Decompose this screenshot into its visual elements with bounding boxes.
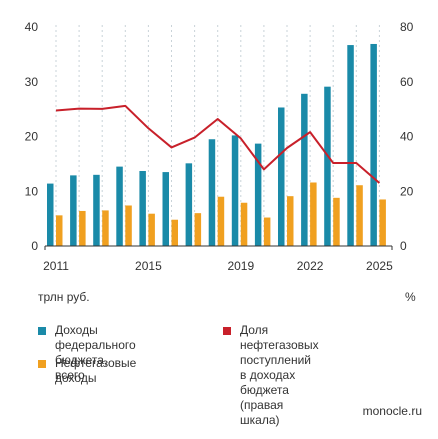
bar-total-2023	[324, 86, 331, 247]
bar-oilgas-2021	[287, 196, 294, 246]
legend-item-oil-gas-share: Доля нефтегазовых поступлений в доходах …	[223, 323, 319, 428]
bar-total-2012	[70, 175, 77, 246]
bar-total-2011	[47, 183, 54, 246]
legend-label-oil-gas-revenue: Нефтегазовые доходы	[55, 356, 137, 385]
bar-oilgas-2022	[310, 182, 317, 246]
left-axis-unit: трлн руб.	[38, 290, 90, 304]
right-axis-tick-60: 60	[400, 75, 414, 89]
bar-oilgas-2019	[240, 202, 248, 246]
legend-swatch-oil-gas-share	[223, 327, 231, 335]
legend-item-oil-gas-revenue: Нефтегазовые доходы	[38, 356, 136, 386]
bar-oilgas-2020	[263, 217, 271, 246]
bar-total-2015	[139, 170, 146, 246]
bar-total-2019	[231, 135, 239, 246]
bar-total-2014	[116, 166, 123, 246]
bar-total-2021	[278, 107, 285, 246]
x-axis-tick-2025: 2025	[366, 259, 393, 273]
legend-label-total-revenue: Доходы федерального бюджета, всего	[55, 323, 136, 382]
left-axis-tick-0: 0	[31, 239, 38, 253]
bar-total-2025	[370, 43, 377, 246]
bar-oilgas-2024	[356, 185, 363, 246]
line-oilgas-share	[55, 104, 381, 184]
bar-oilgas-2015	[148, 213, 155, 246]
grid	[55, 25, 380, 246]
bars	[47, 43, 386, 247]
bar-total-2018	[208, 139, 216, 246]
bar-oilgas-2013	[102, 210, 109, 246]
share-line	[55, 104, 381, 184]
bar-oilgas-2014	[125, 205, 132, 246]
left-axis-tick-20: 20	[25, 130, 39, 144]
left-axis-tick-30: 30	[25, 75, 39, 89]
left-axis-tick-10: 10	[25, 184, 39, 198]
bar-oilgas-2023	[333, 197, 340, 246]
x-axis-tick-2022: 2022	[297, 259, 324, 273]
legend-label-oil-gas-share: Доля нефтегазовых поступлений в доходах …	[240, 323, 319, 427]
bar-oilgas-2017	[194, 213, 202, 246]
tick-labels: 0 10 20 30 40 0 20 40 60 80 2011 2015 2019 2022 2025	[25, 20, 414, 273]
right-axis-tick-40: 40	[400, 130, 414, 144]
x-axis-tick-2011: 2011	[43, 259, 69, 273]
legend-item-total-revenue: Доходы федерального бюджета, всего	[38, 323, 136, 383]
bar-total-2024	[347, 45, 354, 246]
left-axis-tick-40: 40	[25, 20, 39, 34]
x-axis-tick-2019: 2019	[227, 259, 254, 273]
bar-oilgas-2016	[171, 219, 178, 246]
legend-swatch-oil-gas-revenue	[38, 360, 46, 368]
bar-oilgas-2012	[79, 210, 86, 246]
legend-swatch-total-revenue	[38, 327, 46, 335]
bar-oilgas-2011	[56, 215, 63, 246]
bar-total-2017	[185, 163, 193, 246]
bar-oilgas-2025	[379, 199, 386, 246]
axes	[44, 245, 393, 250]
right-axis-tick-20: 20	[400, 184, 414, 198]
right-axis-tick-0: 0	[400, 239, 407, 253]
right-axis-unit: %	[405, 290, 416, 304]
source-label: monocle.ru	[362, 404, 422, 418]
x-axis-tick-2015: 2015	[135, 259, 162, 273]
bar-total-2016	[162, 172, 169, 246]
right-axis-tick-80: 80	[400, 20, 414, 34]
bar-total-2020	[254, 143, 262, 246]
bar-total-2022	[301, 93, 308, 246]
bar-oilgas-2018	[217, 196, 225, 246]
bar-total-2013	[93, 174, 100, 246]
